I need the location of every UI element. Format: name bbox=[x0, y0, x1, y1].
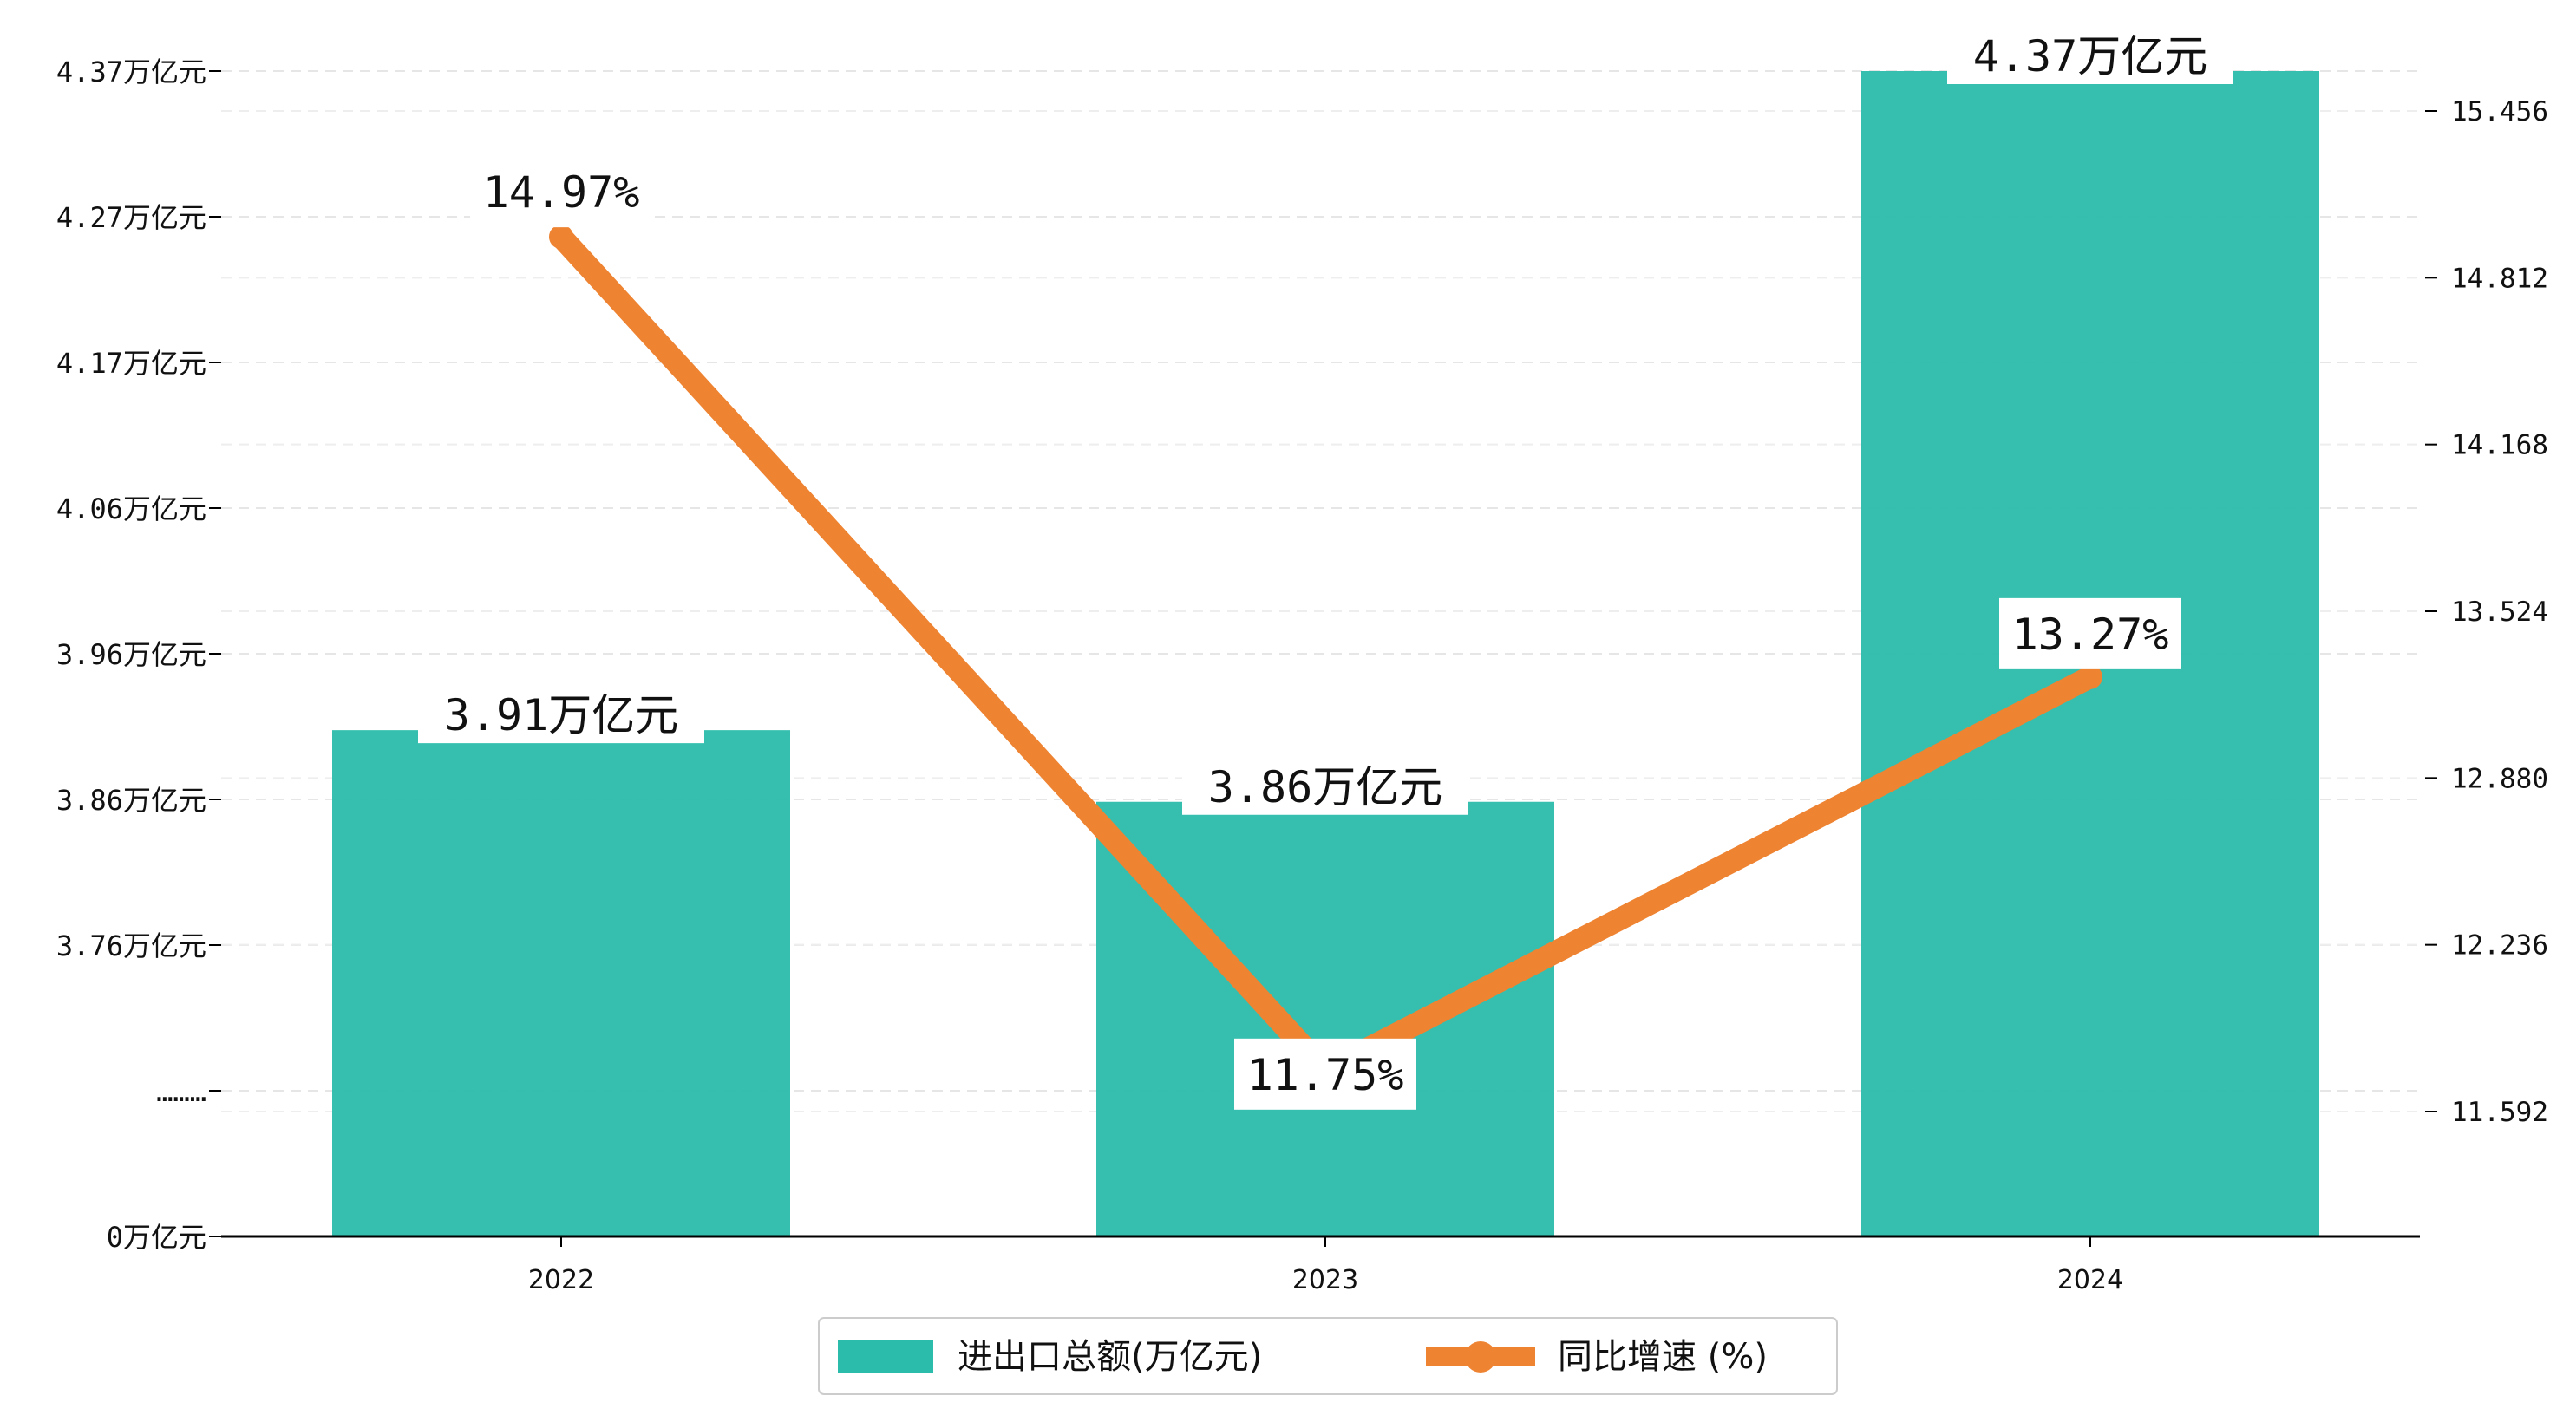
y-right-tick-label: 12.236 bbox=[2451, 930, 2548, 962]
line-value-label: 14.97% bbox=[483, 167, 640, 218]
line-value-label-box bbox=[470, 156, 652, 228]
y-right-tick-label: 12.880 bbox=[2451, 763, 2548, 794]
y-left-tick-label: 3.86万亿元 bbox=[56, 784, 206, 817]
bar-2023 bbox=[1096, 801, 1554, 1236]
line-value-label: 11.75% bbox=[1247, 1050, 1404, 1100]
legend-swatch-marker bbox=[1465, 1341, 1496, 1373]
line-value-label-box bbox=[1999, 597, 2181, 669]
legend-box bbox=[818, 1317, 1838, 1395]
bar-value-label-box bbox=[1947, 27, 2233, 84]
y-left-tick-label: 4.06万亿元 bbox=[56, 492, 206, 525]
line-value-label-box bbox=[1234, 1038, 1416, 1110]
axes: 2022 2023 2024 0万亿元 ……… 3.76万亿元 3.86万亿元 3.96万亿元… bbox=[56, 55, 2548, 1295]
y-left-tick-label: 3.96万亿元 bbox=[56, 638, 206, 671]
y-right-tick-label: 14.168 bbox=[2451, 430, 2548, 461]
y-left-tick-label: 3.76万亿元 bbox=[56, 929, 206, 962]
bar-value-label: 4.37万亿元 bbox=[1973, 31, 2207, 82]
bar-value-label: 3.91万亿元 bbox=[444, 690, 678, 740]
growth-point-2022 bbox=[549, 225, 573, 250]
y-right-tick-label: 15.456 bbox=[2451, 96, 2548, 127]
legend-label-line: 同比增速 (%) bbox=[1558, 1337, 1768, 1377]
legend-swatch-bar bbox=[838, 1340, 933, 1373]
y-left-tick-label: 4.17万亿元 bbox=[56, 347, 206, 380]
y-left-tick-label: ……… bbox=[156, 1075, 206, 1108]
data-labels: 3.91万亿元 3.86万亿元 4.37万亿元 14.97% 11.75% 13.27% bbox=[418, 27, 2233, 1110]
x-tick-label: 2023 bbox=[1292, 1265, 1358, 1295]
y-right-tick-label: 14.812 bbox=[2451, 263, 2548, 294]
y-right-tick-label: 11.592 bbox=[2451, 1097, 2548, 1128]
x-tick-label: 2022 bbox=[528, 1265, 594, 1295]
bar-value-label: 3.86万亿元 bbox=[1208, 762, 1442, 812]
x-tick-label: 2024 bbox=[2057, 1265, 2123, 1295]
bar-2022 bbox=[332, 730, 790, 1236]
growth-point-2024 bbox=[2078, 664, 2102, 689]
line-value-label: 13.27% bbox=[2012, 610, 2169, 660]
y-left-tick-label: 4.37万亿元 bbox=[56, 55, 206, 88]
bar-value-label-box bbox=[1182, 757, 1468, 815]
legend: 进出口总额(万亿元) 同比增速 (%) bbox=[818, 1317, 1838, 1395]
y-right-tick-label: 13.524 bbox=[2451, 597, 2548, 628]
bar-value-label-box bbox=[418, 686, 704, 744]
y-left-tick-label: 0万亿元 bbox=[107, 1221, 206, 1254]
y-left-tick-label: 4.27万亿元 bbox=[56, 201, 206, 234]
legend-label-bar: 进出口总额(万亿元) bbox=[958, 1337, 1262, 1377]
